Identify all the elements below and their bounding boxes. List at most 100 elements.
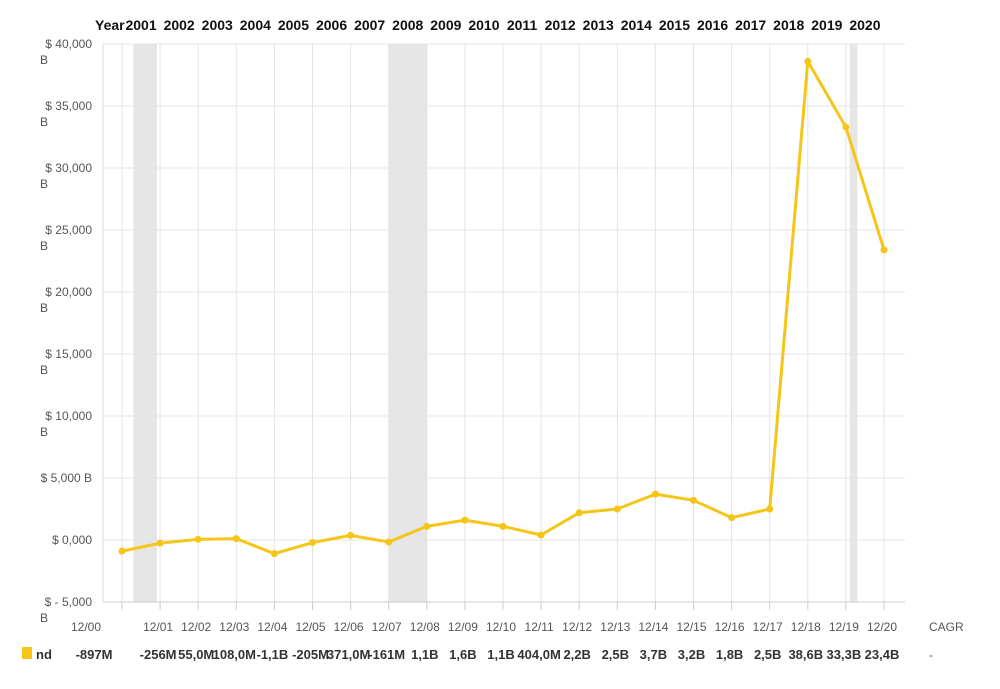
data-point-12/15 <box>690 496 697 504</box>
x-tick-label-12/04: 12/04 <box>257 620 287 634</box>
year-header-2005: 2005 <box>278 17 309 33</box>
data-point-12/01 <box>156 539 164 547</box>
year-header-2012: 2012 <box>545 17 576 33</box>
cagr-label: CAGR <box>929 620 964 634</box>
year-header-2018: 2018 <box>773 17 804 33</box>
bottom-value-12/09: 1,6B <box>449 647 476 662</box>
data-point-12/17 <box>766 505 774 513</box>
data-point-12/13 <box>613 505 621 513</box>
bottom-value-12/10: 1,1B <box>487 647 514 662</box>
x-tick-label-12/20: 12/20 <box>867 620 897 634</box>
bottom-value-12/18: 38,6B <box>788 647 823 662</box>
year-header-2014: 2014 <box>621 17 652 33</box>
y-tick-label-9-0: $ - 5,000 <box>45 595 93 609</box>
x-tick-label-12/05: 12/05 <box>295 620 325 634</box>
x-tick-label-12/16: 12/16 <box>715 620 745 634</box>
bottom-value-12/12: 2,2B <box>563 647 590 662</box>
bottom-value-12/06: 371,0M <box>327 647 370 662</box>
data-point-12/02 <box>194 535 202 543</box>
bottom-value-12/19: 33,3B <box>827 647 862 662</box>
data-point-12/20 <box>880 246 888 254</box>
recession-band-2 <box>849 44 858 602</box>
data-point-12/18 <box>804 57 812 65</box>
bottom-value-12/01: -256M <box>140 647 177 662</box>
legend-swatch <box>22 647 32 659</box>
data-point-12/07 <box>385 538 393 546</box>
x-tick-label-12/17: 12/17 <box>753 620 783 634</box>
y-tick-label-9-1: B <box>40 611 48 625</box>
bottom-value-12/03: 108,0M <box>213 647 256 662</box>
x-tick-label-12/18: 12/18 <box>791 620 821 634</box>
y-tick-label-3-1: B <box>40 239 48 253</box>
y-tick-label-0-1: B <box>40 53 48 67</box>
data-point-12/06 <box>347 531 355 539</box>
y-tick-label-0-0: $ 40,000 <box>45 37 92 51</box>
x-tick-label-12/13: 12/13 <box>600 620 630 634</box>
data-point-12/14 <box>651 490 659 498</box>
bottom-value-12/13: 2,5B <box>602 647 629 662</box>
data-point-12/11 <box>537 531 545 539</box>
x-tick-label-12/12: 12/12 <box>562 620 592 634</box>
y-tick-label-6-1: B <box>40 425 48 439</box>
bottom-value-12/15: 3,2B <box>678 647 705 662</box>
bottom-value-12/08: 1,1B <box>411 647 438 662</box>
legend-series-name: nd <box>36 647 52 662</box>
bottom-value-12/20: 23,4B <box>865 647 900 662</box>
year-header-2019: 2019 <box>811 17 842 33</box>
y-axis-labels: $ 40,000 B $ 35,000 B $ 30,000 B $ 25,000 B $ 20… <box>40 37 92 625</box>
x-tick-label-12/08: 12/08 <box>410 620 440 634</box>
bottom-value-12/07: -161M <box>368 647 405 662</box>
y-tick-label-8-0: $ 0,000 <box>52 533 92 547</box>
data-point-12/10 <box>499 522 507 530</box>
x-axis-labels: 12/00 12/01 12/02 12/03 12/04 12/05 12/06 12/07… <box>71 620 897 634</box>
x-tick-label-12/09: 12/09 <box>448 620 478 634</box>
data-point-12/12 <box>575 509 583 517</box>
y-tick-label-3-0: $ 25,000 <box>45 223 92 237</box>
x-tick-label-12/11: 12/11 <box>525 620 554 634</box>
y-tick-label-6-0: $ 10,000 <box>45 409 92 423</box>
y-tick-label-5-1: B <box>40 363 48 377</box>
year-header-2008: 2008 <box>392 17 423 33</box>
year-header-2004: 2004 <box>240 17 271 33</box>
data-point-12/08 <box>423 522 431 530</box>
y-tick-label-4-1: B <box>40 301 48 315</box>
y-tick-label-2-1: B <box>40 177 48 191</box>
year-header-label: Year <box>95 17 125 33</box>
year-header-2009: 2009 <box>430 17 461 33</box>
y-tick-label-1-0: $ 35,000 <box>45 99 92 113</box>
y-tick-label-5-0: $ 15,000 <box>45 347 92 361</box>
data-point-12/00 <box>118 547 126 555</box>
year-header-2002: 2002 <box>164 17 195 33</box>
x-tick-label-12/02: 12/02 <box>181 620 211 634</box>
data-point-12/16 <box>728 514 736 522</box>
x-tick-label-12/06: 12/06 <box>334 620 364 634</box>
year-header-2011: 2011 <box>507 17 538 33</box>
y-tick-label-1-1: B <box>40 115 48 129</box>
year-header-2015: 2015 <box>659 17 690 33</box>
year-header-2010: 2010 <box>468 17 499 33</box>
year-header: Year 2001 2002 2003 2004 2005 2006 2007 2008 200… <box>95 17 881 33</box>
x-tick-label-12/07: 12/07 <box>372 620 402 634</box>
year-header-2016: 2016 <box>697 17 728 33</box>
y-tick-label-2-0: $ 30,000 <box>45 161 92 175</box>
bottom-value-12/11: 404,0M <box>517 647 560 662</box>
year-header-2001: 2001 <box>125 17 156 33</box>
data-point-12/19 <box>842 123 850 131</box>
x-tick-label-12/03: 12/03 <box>219 620 249 634</box>
x-tick-label-12/00: 12/00 <box>71 620 101 634</box>
y-tick-label-7-0: $ 5,000 B <box>41 471 92 485</box>
year-header-2020: 2020 <box>849 17 880 33</box>
recession-band-0 <box>133 44 158 602</box>
bottom-value-12/16: 1,8B <box>716 647 743 662</box>
bottom-value-12/05: -205M <box>292 647 329 662</box>
bottom-value-12/17: 2,5B <box>754 647 781 662</box>
bottom-value-12/04: -1,1B <box>257 647 289 662</box>
data-point-12/05 <box>309 539 316 547</box>
bottom-value-12/02: 55,0M <box>178 647 214 662</box>
x-tick-label-12/19: 12/19 <box>829 620 859 634</box>
data-point-12/09 <box>461 516 469 524</box>
x-tick-label-12/15: 12/15 <box>676 620 706 634</box>
year-header-2003: 2003 <box>202 17 233 33</box>
